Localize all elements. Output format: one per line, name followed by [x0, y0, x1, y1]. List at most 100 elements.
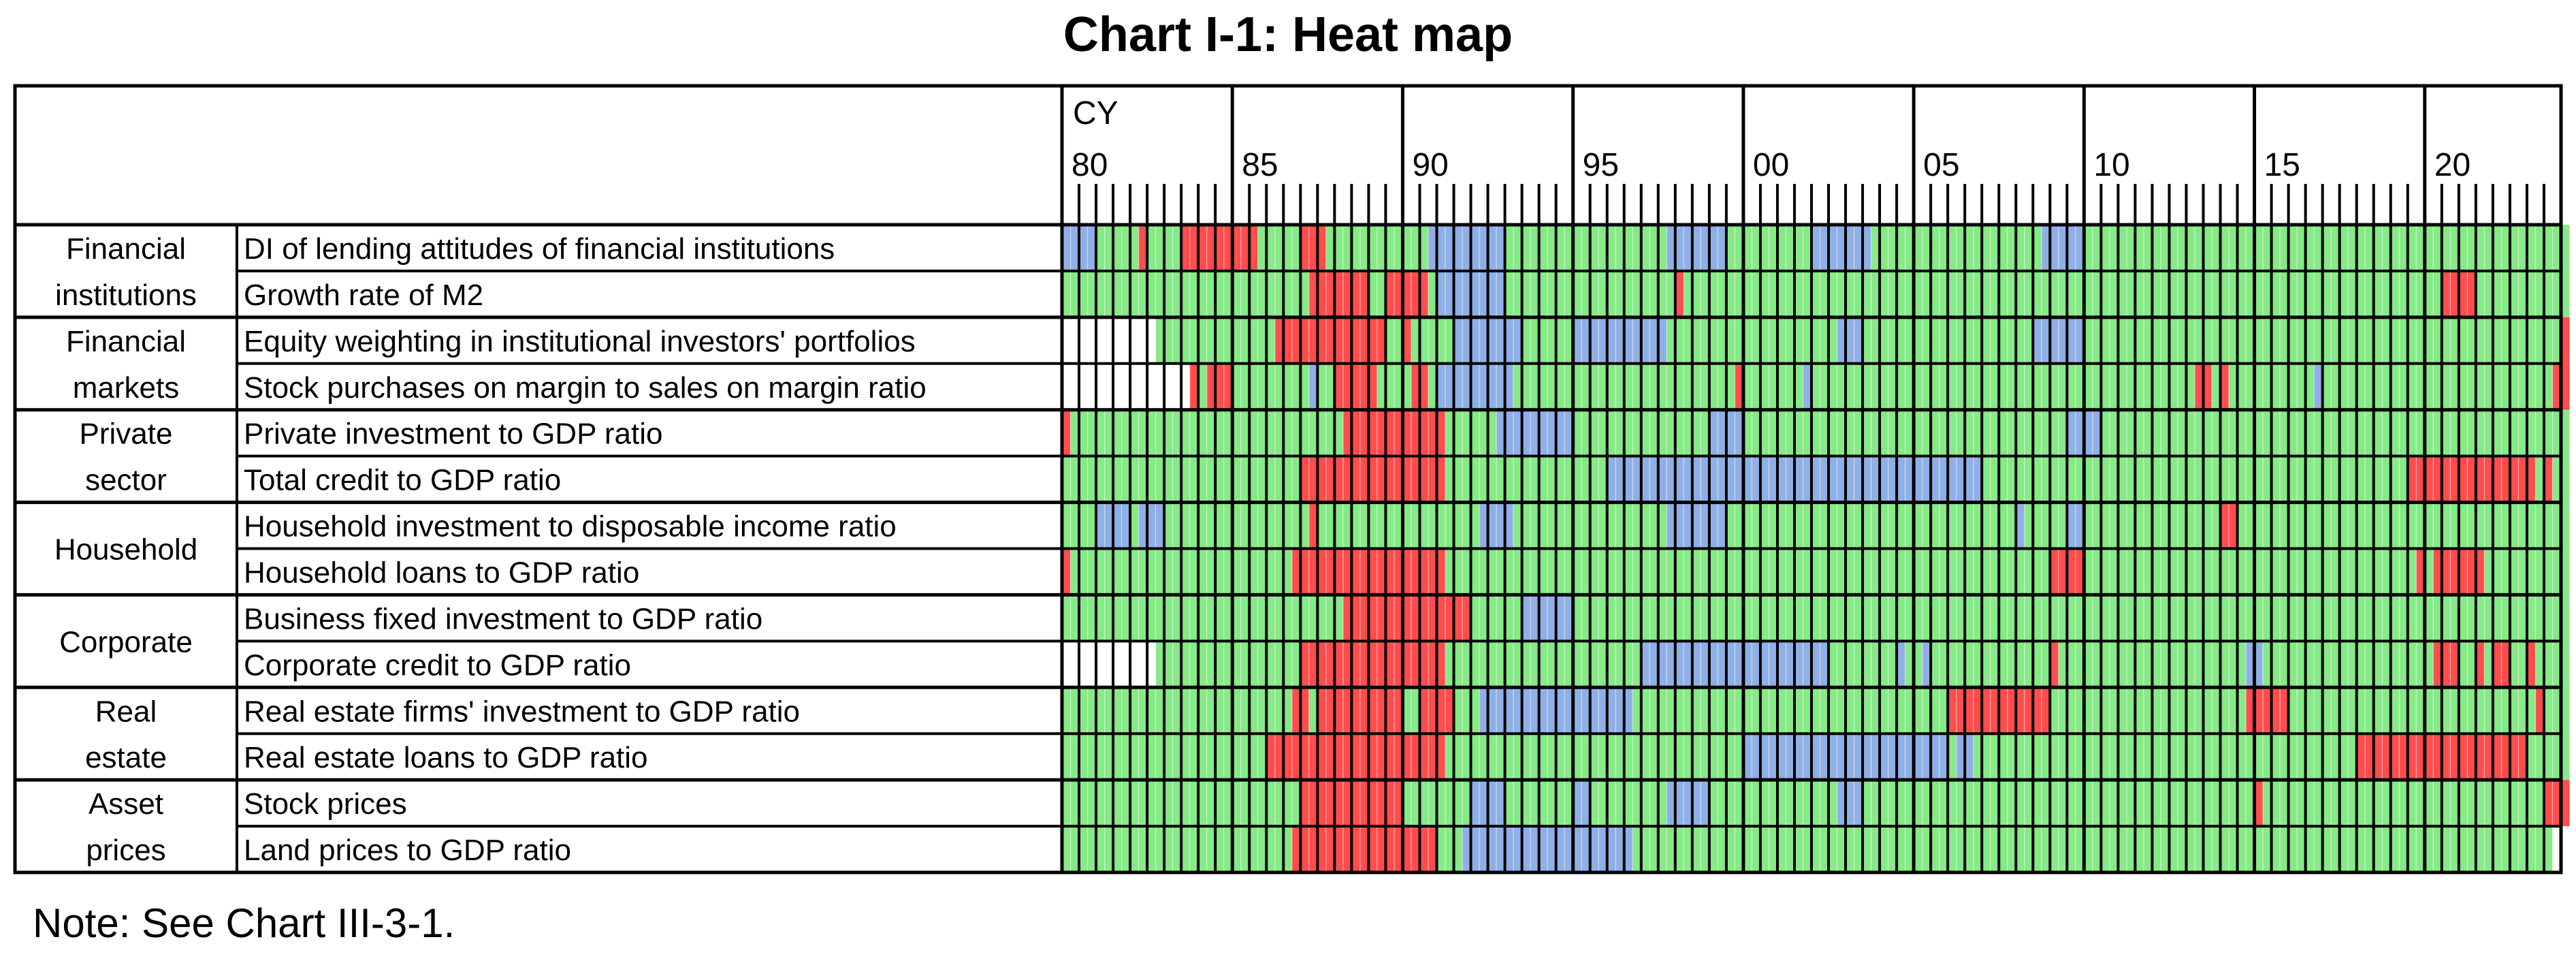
heatmap-cell-red — [1308, 502, 1318, 549]
x-tick-label: 10 — [2093, 147, 2129, 183]
heatmap-cell-red — [1385, 270, 1428, 317]
heatmap-cell-red — [1291, 826, 1437, 872]
heatmap-cell-red — [1308, 270, 1369, 317]
heatmap-grid — [13, 84, 2563, 874]
x-tick-label: 85 — [1242, 147, 1278, 183]
x-tick-label: 20 — [2434, 147, 2470, 183]
heatmap-row-bg — [1062, 270, 2570, 317]
heatmap-cell-blue — [2314, 363, 2323, 410]
indicator-label: Stock prices — [244, 787, 407, 821]
heatmap-cell-white — [1062, 363, 1190, 410]
heatmap-cell-red — [2246, 687, 2289, 734]
heatmap-cell-blue — [1803, 363, 1812, 410]
heatmap-cell-blue — [1436, 363, 1514, 410]
category-label-line: Corporate — [59, 625, 193, 659]
heatmap-cell-red — [1675, 270, 1684, 317]
x-tick-label: 80 — [1072, 147, 1108, 183]
indicator-label: DI of lending attitudes of financial ins… — [244, 232, 835, 266]
heatmap-cell-red — [2220, 363, 2229, 410]
indicator-label: Equity weighting in institutional invest… — [244, 325, 916, 358]
heatmap-cell-red — [1062, 548, 1071, 595]
heatmap-cell-red — [2416, 548, 2425, 595]
heatmap-cell-red — [1181, 225, 1258, 271]
heatmap-cell-red — [1300, 641, 1446, 688]
heatmap-cell-white — [1062, 317, 1156, 364]
heatmap-row-bg — [1062, 595, 2570, 642]
heatmap-cell-red — [1189, 363, 1199, 410]
indicator-label: Business fixed investment to GDP ratio — [244, 602, 762, 635]
category-label-line: Private — [80, 417, 173, 451]
indicator-label: Real estate loans to GDP ratio — [244, 741, 648, 774]
x-axis-unit-label: CY — [1073, 95, 1118, 131]
category-label-line: prices — [86, 834, 165, 867]
heatmap-cell-red — [2535, 687, 2544, 734]
x-tick-label: 90 — [1412, 147, 1448, 183]
heatmap-cell-blue — [1138, 502, 1165, 549]
heatmap-cell-red — [1300, 225, 1326, 271]
category-label-line: Financial — [66, 325, 186, 358]
indicator-label: Household investment to disposable incom… — [244, 510, 897, 543]
heatmap-cell-blue — [1897, 641, 1905, 688]
heatmap-cell-red — [1342, 595, 1471, 642]
heatmap-cell-blue — [1428, 225, 1505, 271]
heatmap-cell-red — [2561, 317, 2570, 364]
category-label-line: estate — [85, 741, 167, 774]
heatmap-cell-blue — [1308, 363, 1318, 410]
heatmap-cell-red — [2475, 641, 2485, 688]
category-label: Corporate — [59, 625, 193, 659]
indicator-label: Land prices to GDP ratio — [244, 834, 571, 867]
heatmap-labels: CY 80 85 90 95 00 05 10 15 20 DI of lending attitu… — [54, 95, 2470, 867]
heatmap-row-bg — [1062, 363, 2570, 410]
indicator-label: Total credit to GDP ratio — [244, 464, 561, 497]
heatmap-cell-red — [1334, 363, 1377, 410]
category-label-line: sector — [85, 464, 167, 497]
category-label-line: Real — [95, 695, 157, 728]
x-tick-label: 00 — [1753, 147, 1789, 183]
category-label: Asset prices — [86, 787, 165, 867]
category-label: Real estate — [85, 695, 167, 774]
heatmap-cell-red — [2407, 456, 2536, 503]
heatmap-cell-blue — [1922, 641, 1931, 688]
heatmap-cell-red — [1274, 317, 1386, 364]
category-label: Financial institutions — [55, 232, 197, 312]
heatmap-cell-blue — [1812, 225, 1871, 271]
heatmap-row-bg — [1062, 548, 2570, 595]
heatmap-cell-blue — [1837, 780, 1863, 827]
heatmap-cell-red — [2050, 641, 2059, 688]
indicator-label: Real estate firms' investment to GDP rat… — [244, 695, 800, 728]
heatmap-cell-red — [1062, 409, 1071, 456]
indicator-label: Private investment to GDP ratio — [244, 417, 662, 451]
heatmap-cell-red — [1206, 363, 1233, 410]
heatmap-cell-red — [1300, 456, 1446, 503]
heatmap-cell-red — [1138, 225, 1148, 271]
indicator-label: Stock purchases on margin to sales on ma… — [244, 371, 927, 405]
heatmap-cell-red — [2543, 780, 2570, 827]
indicator-label: Household loans to GDP ratio — [244, 556, 639, 589]
heatmap-cell-blue — [1573, 317, 1667, 364]
category-label-line: markets — [73, 371, 179, 405]
heatmap-row-bg — [1062, 409, 2570, 456]
heatmap-cell-white — [1062, 641, 1156, 688]
heatmap-cell-blue — [1667, 502, 1726, 549]
heatmap-cell-red — [2526, 641, 2536, 688]
category-label: Private sector — [80, 417, 173, 497]
heatmap-cell-red — [2433, 641, 2459, 688]
x-tick-label: 95 — [1583, 147, 1619, 183]
heatmap-cell-red — [2254, 780, 2264, 827]
heatmap-cell-blue — [1837, 317, 1863, 364]
heatmap-row-bg — [1062, 780, 2570, 827]
heatmap-row-bg — [1062, 826, 2553, 872]
indicator-label: Growth rate of M2 — [244, 279, 483, 312]
heatmap-cell-blue — [2041, 225, 2084, 271]
heatmap-cell-blue — [1496, 409, 1573, 456]
category-label: Household — [54, 533, 197, 567]
heatmap-cell-blue — [1667, 780, 1709, 827]
category-label-line: Financial — [66, 232, 186, 266]
category-label-line: Household — [54, 533, 197, 567]
category-label-line: institutions — [55, 279, 197, 312]
heatmap-cell-red — [1735, 363, 1743, 410]
heatmap-cell-red — [2543, 456, 2553, 503]
heatmap-cell-red — [1402, 317, 1411, 364]
indicator-label: Corporate credit to GDP ratio — [244, 648, 631, 682]
